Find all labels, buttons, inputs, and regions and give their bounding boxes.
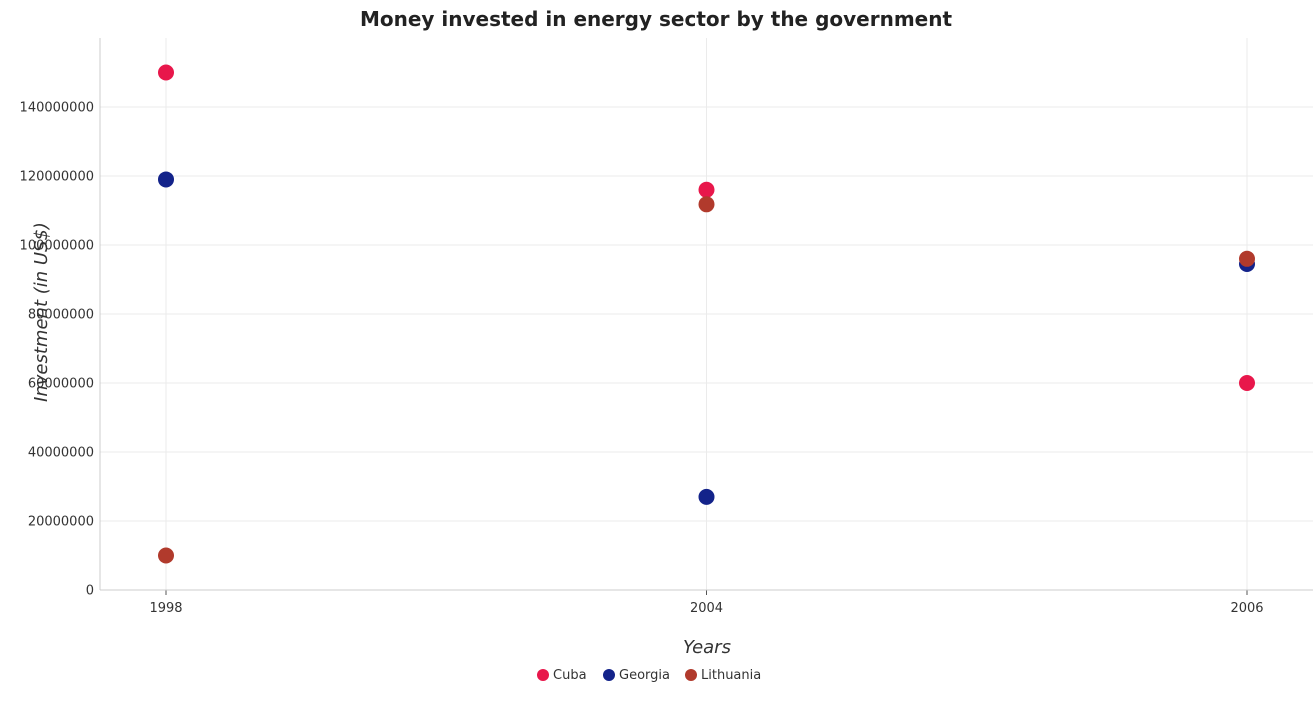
y-tick-label: 20000000: [28, 515, 94, 530]
data-point-lithuania-1998: [158, 547, 174, 564]
legend-label-cuba: Cuba: [553, 668, 587, 683]
data-point-georgia-2004: [698, 488, 715, 505]
y-axis-label: Investment (in US$): [31, 222, 52, 402]
data-point-georgia-1998: [158, 171, 174, 188]
x-tick-label: 2004: [690, 601, 723, 616]
data-point-cuba-1998: [158, 64, 174, 81]
y-tick-label: 100000000: [20, 239, 94, 254]
legend-marker-cuba: [537, 669, 549, 681]
y-tick-label: 80000000: [28, 308, 94, 323]
legend-label-lithuania: Lithuania: [701, 668, 761, 683]
y-tick-label: 40000000: [28, 446, 94, 461]
legend: Cuba Georgia Lithuania: [537, 668, 761, 683]
y-tick-label: 120000000: [20, 170, 94, 185]
data-point-lithuania-2006: [1239, 250, 1255, 267]
data-point-lithuania-2004: [698, 196, 715, 213]
y-tick-label: 60000000: [28, 377, 94, 392]
legend-marker-georgia: [603, 669, 615, 681]
chart-title: Money invested in energy sector by the g…: [360, 7, 953, 31]
legend-label-georgia: Georgia: [619, 668, 670, 683]
y-tick-labels: 0 20000000 40000000 60000000 80000000 1000000…: [20, 101, 94, 599]
x-tick-labels: 1998 2004 2006: [149, 601, 1263, 616]
grid-lines: [100, 38, 1313, 591]
x-tick-label: 2006: [1230, 601, 1263, 616]
y-tick-label: 140000000: [20, 101, 94, 116]
data-points: [158, 64, 1255, 564]
legend-marker-lithuania: [685, 669, 697, 681]
data-point-cuba-2004: [698, 181, 715, 198]
y-tick-label: 0: [86, 584, 94, 599]
x-axis-label: Years: [683, 637, 731, 658]
axes: [99, 38, 1313, 595]
x-tick-label: 1998: [149, 601, 182, 616]
data-point-cuba-2006: [1239, 375, 1255, 391]
